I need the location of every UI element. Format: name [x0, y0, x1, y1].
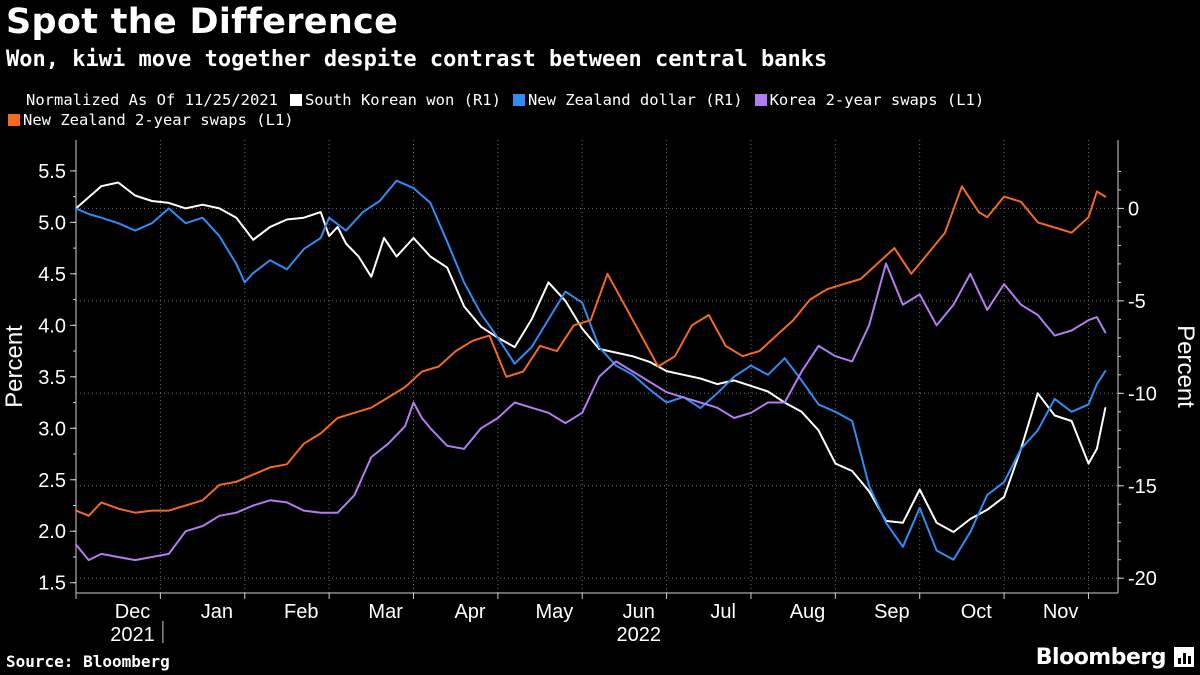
left-axis-tick-label: 4.0: [38, 315, 66, 337]
x-axis-month-label: May: [535, 601, 573, 623]
legend-swatch-new-zealand-dollar: [512, 94, 525, 106]
x-axis-month-label: Dec: [115, 601, 151, 623]
legend-label-new-zealand-dollar: New Zealand dollar (R1): [527, 91, 743, 109]
chart-subtitle: Won, kiwi move together despite contrast…: [6, 47, 828, 72]
left-axis-tick-label: 3.5: [38, 367, 66, 389]
x-axis-month-label: Feb: [284, 601, 318, 623]
right-axis-tick-label: 0: [1128, 198, 1139, 220]
x-axis-month-label: Aug: [790, 601, 826, 623]
left-axis-tick-label: 2.0: [38, 521, 66, 543]
x-axis-month-label: Oct: [961, 601, 993, 623]
legend-item-korea-2y-swaps: Korea 2-year swaps (L1): [754, 90, 985, 110]
legend-normalization-note: Normalized As Of 11/25/2021: [26, 91, 278, 109]
x-axis-month-label: Sep: [874, 601, 910, 623]
right-axis-tick-label: -10: [1128, 383, 1157, 405]
legend-item-nz-2y-swaps: New Zealand 2-year swaps (L1): [8, 110, 294, 130]
legend-label-south-korean-won: South Korean won (R1): [304, 91, 501, 109]
series-line-new-zealand-dollar-r1: [75, 179, 1107, 561]
x-axis-month-label: Mar: [368, 601, 403, 623]
left-axis-tick-label: 5.5: [38, 161, 66, 183]
legend-swatch-south-korean-won: [289, 94, 302, 106]
right-axis-title: Percent: [1172, 325, 1199, 408]
brand-logo-text: Bloomberg: [1035, 645, 1167, 670]
legend-item-south-korean-won: South Korean won (R1): [289, 90, 501, 110]
axes: 5.5 5.0 4.5 4.0 3.5 3.0 2.5 2.0 1.5 0 -5 -10 -15 -20 P…: [1, 140, 1199, 646]
legend-swatch-nz-2y-swaps: [8, 114, 20, 126]
right-axis-tick-label: -20: [1128, 568, 1157, 590]
left-axis-tick-label: 4.5: [38, 264, 66, 286]
x-axis-year-label: 2021: [110, 624, 155, 646]
series-lines: [75, 179, 1107, 562]
bloomberg-chart-icon: [1174, 647, 1194, 667]
x-axis-month-label: Apr: [454, 601, 485, 623]
legend-swatch-korea-2y-swaps: [754, 94, 767, 106]
x-axis-month-label: Nov: [1043, 601, 1079, 623]
left-axis-tick-label: 3.0: [38, 418, 66, 440]
left-axis-tick-label: 5.0: [38, 212, 66, 234]
x-axis-month-label: Jan: [201, 601, 233, 623]
legend: Normalized As Of 11/25/2021 South Korean …: [8, 90, 1048, 130]
series-line-korea-2-year-swaps-l1: [75, 262, 1107, 562]
series-line-new-zealand-2-year-swaps-l1: [75, 185, 1107, 517]
left-axis-tick-label: 1.5: [38, 573, 66, 595]
legend-label-korea-2y-swaps: Korea 2-year swaps (L1): [769, 91, 985, 109]
left-axis-title: Percent: [1, 325, 28, 408]
legend-item-new-zealand-dollar: New Zealand dollar (R1): [512, 90, 743, 110]
chart-title: Spot the Difference: [6, 2, 399, 42]
x-axis-year-label: 2022: [617, 624, 662, 646]
left-axis-tick-label: 2.5: [38, 470, 66, 492]
series-line-south-korean-won-r1: [75, 181, 1107, 533]
x-axis-month-label: Jun: [623, 601, 655, 623]
legend-label-nz-2y-swaps: New Zealand 2-year swaps (L1): [23, 111, 294, 129]
source-note: Source: Bloomberg: [6, 652, 170, 671]
right-axis-tick-label: -5: [1128, 291, 1146, 313]
right-axis-tick-label: -15: [1128, 476, 1157, 498]
x-axis-month-label: Jul: [710, 601, 736, 623]
